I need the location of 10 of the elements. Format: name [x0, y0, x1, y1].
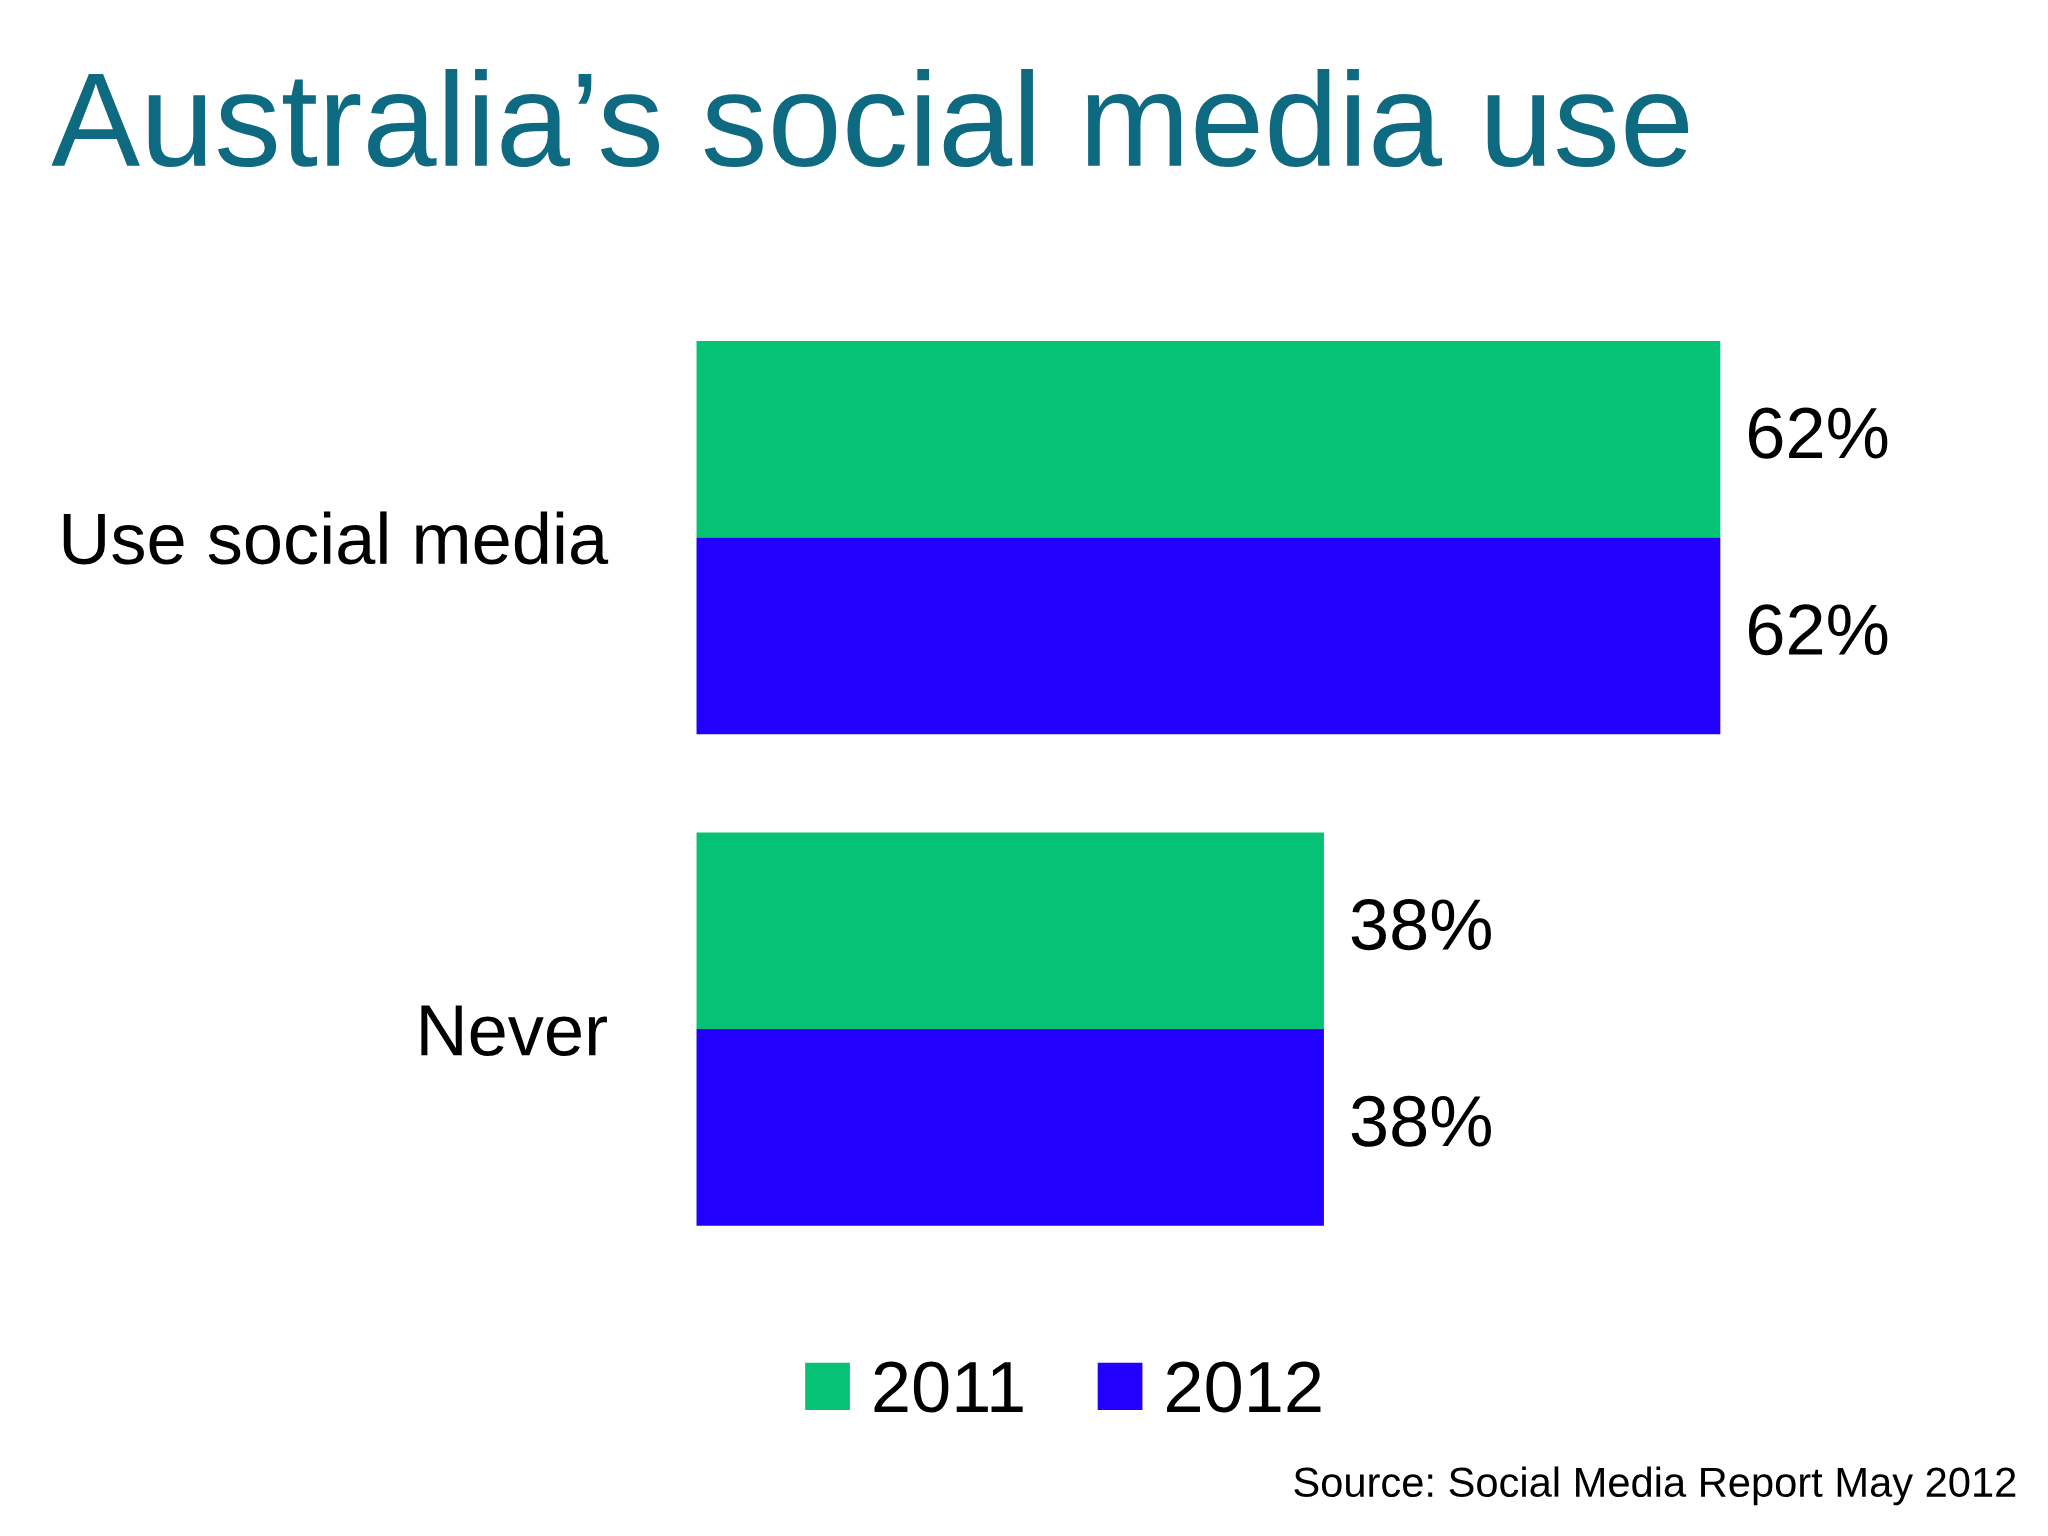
data-label: 38% [1351, 899, 1491, 951]
legend-label: 2011 [874, 1361, 1023, 1413]
data-label: 62% [1748, 604, 1888, 656]
source-note: Source: Social Media Report May 2012 [1294, 1466, 2016, 1506]
y-tick-label: Never [421, 1005, 607, 1056]
data-label: 38% [1351, 1095, 1491, 1147]
y-tick-label: Use social media [63, 511, 609, 565]
chart-title: Australia’s social media use [51, 69, 1689, 168]
data-label: 62% [1748, 407, 1888, 459]
legend-label: 2012 [1167, 1361, 1321, 1413]
